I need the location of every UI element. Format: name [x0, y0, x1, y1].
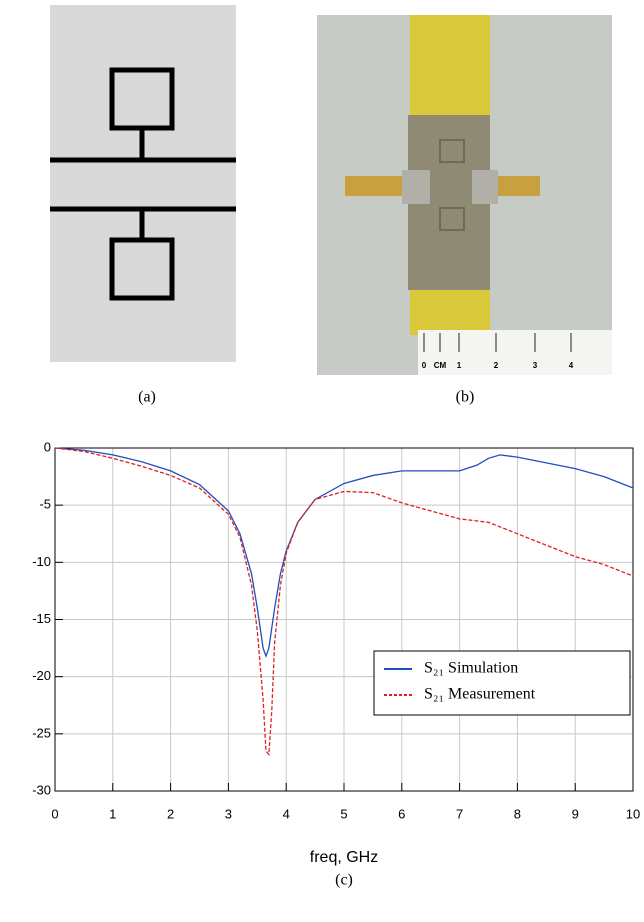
chart-caption: (c) — [335, 872, 353, 889]
x-tick-label: 2 — [167, 806, 174, 821]
panel-label: (b) — [456, 389, 475, 406]
x-axis-label: freq, GHz — [310, 849, 378, 866]
x-tick-label: 1 — [109, 806, 116, 821]
y-tick-label: -5 — [39, 497, 51, 512]
chart: 0 1 2 3 4 5 6 7 8 9 10 0 -5 -10 -15 -20 -25 -30 S₂₁ Simula… — [32, 439, 640, 821]
x-tick-label: 10 — [626, 806, 640, 821]
series-line — [54, 447, 634, 659]
x-tick-label: 5 — [340, 806, 347, 821]
ruler-label: 4 — [569, 361, 574, 370]
y-tick-label: -20 — [32, 668, 51, 683]
x-tick-label: 7 — [456, 806, 463, 821]
ruler-label: 0 — [422, 361, 427, 370]
x-tick-label: 6 — [398, 806, 405, 821]
schematic-background — [50, 5, 236, 362]
y-tick-label: -25 — [32, 725, 51, 740]
x-tick-label: 9 — [572, 806, 579, 821]
ruler-label: 2 — [494, 361, 499, 370]
ruler-label: 1 — [457, 361, 462, 370]
plot-frame — [54, 447, 634, 792]
legend-label: S₂₁ Simulation — [424, 660, 518, 677]
panel-label: (a) — [138, 389, 156, 406]
x-tick-label: 0 — [51, 806, 58, 821]
y-tick-label: -30 — [32, 782, 51, 797]
ruler-labels: 0 CM 1 2 3 4 — [422, 333, 574, 370]
x-tick-label: 8 — [514, 806, 521, 821]
ruler-label: 3 — [533, 361, 538, 370]
photo — [317, 15, 612, 375]
legend-box — [373, 650, 631, 716]
ruler-label: CM — [434, 361, 447, 370]
legend-label: S₂₁ Measurement — [424, 686, 536, 703]
series-line — [54, 447, 634, 757]
schematic — [50, 67, 236, 301]
y-tick-label: -15 — [32, 611, 51, 626]
y-tick-label: 0 — [44, 439, 51, 454]
x-tick-label: 4 — [283, 806, 290, 821]
y-tick-label: -10 — [32, 554, 51, 569]
x-tick-label: 3 — [225, 806, 232, 821]
